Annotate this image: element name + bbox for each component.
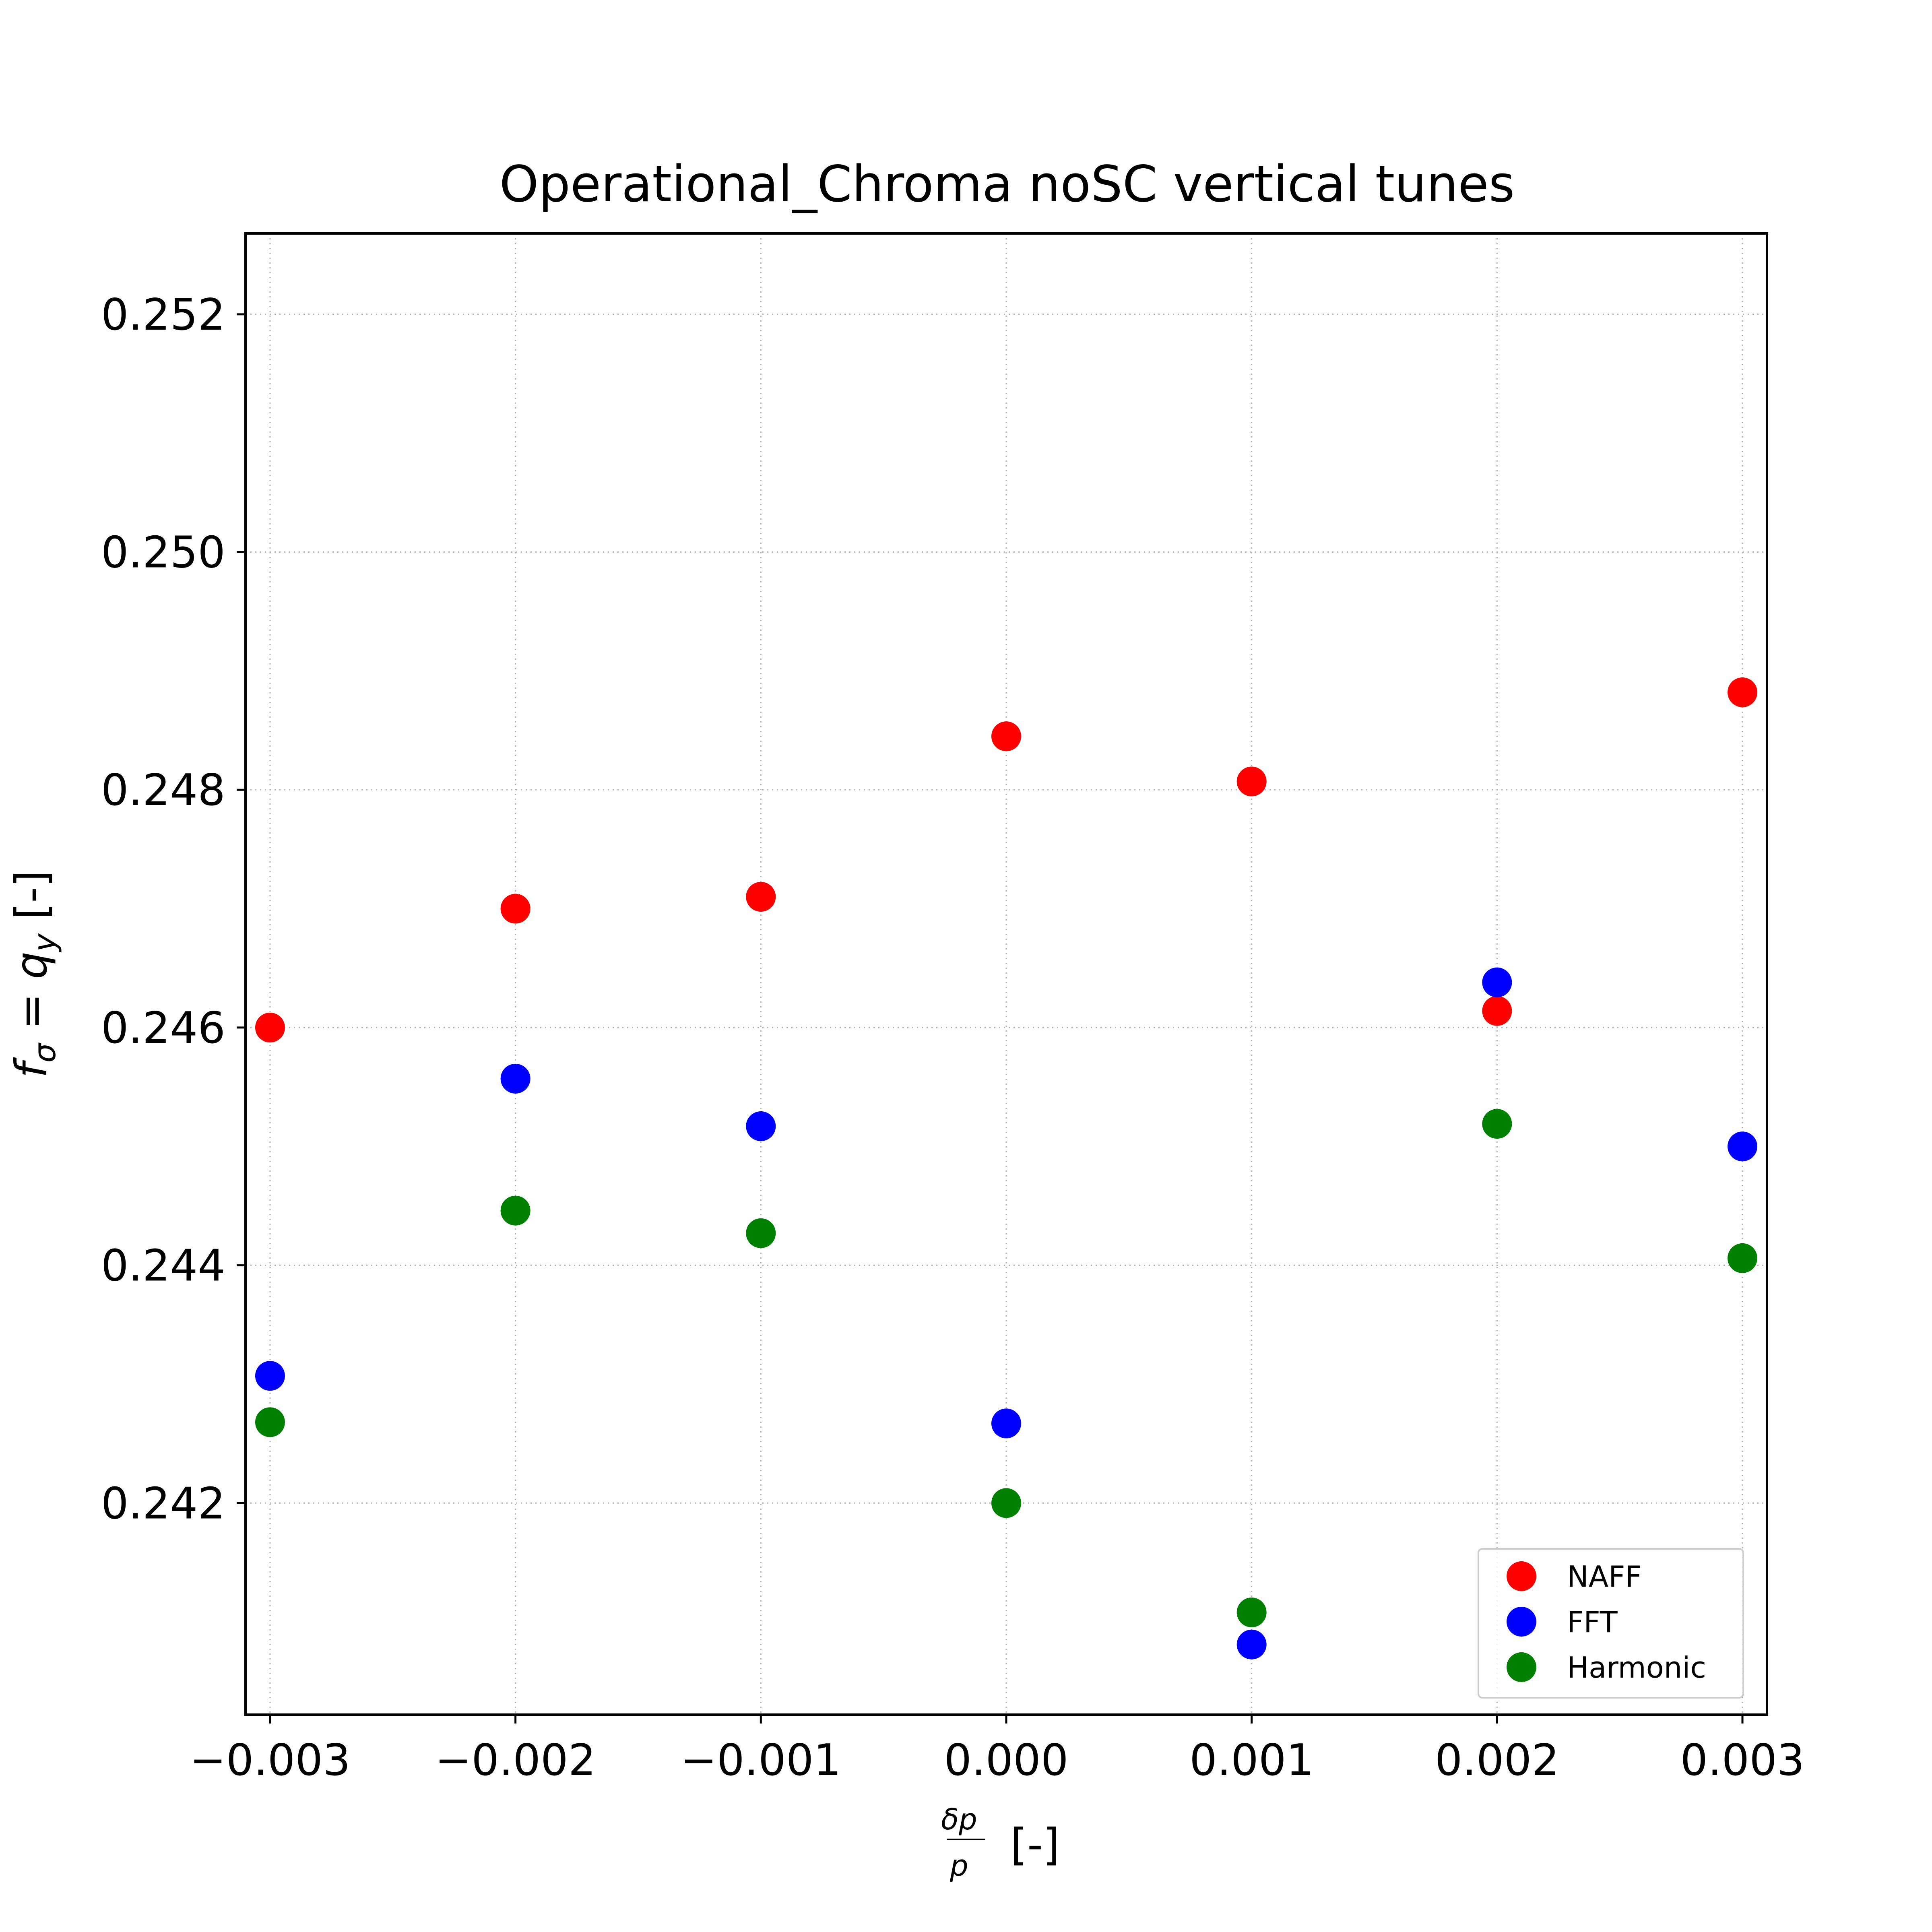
- legend-box: [1478, 1548, 1744, 1699]
- x-axis-label-unit: [-]: [1010, 1820, 1060, 1870]
- harmonic-point: [500, 1195, 530, 1226]
- harmonic-point: [1728, 1243, 1758, 1273]
- harmonic-point: [1482, 1109, 1512, 1139]
- naff-point: [255, 1012, 285, 1042]
- legend-marker-harmonic: [1507, 1652, 1536, 1682]
- fft-point: [746, 1111, 776, 1141]
- y-tick-label: 0.248: [101, 765, 225, 815]
- naff-point: [1236, 766, 1267, 797]
- y-tick-label: 0.242: [101, 1478, 225, 1529]
- y-axis-label-eq: =: [6, 979, 57, 1043]
- x-tick-label: 0.000: [944, 1735, 1068, 1785]
- y-tick-label: 0.246: [101, 1003, 225, 1053]
- fft-point: [991, 1408, 1021, 1439]
- x-tick-label: −0.001: [680, 1735, 841, 1785]
- fft-point: [1236, 1629, 1267, 1660]
- axis-ticks: −0.003 −0.002 −0.001 0.000 0.001 0.002 0.003 0.…: [101, 290, 1805, 1785]
- legend-label-harmonic: Harmonic: [1567, 1651, 1706, 1684]
- x-axis-label-numerator: δp: [941, 1802, 977, 1836]
- y-axis-label-unit: [-]: [6, 870, 57, 934]
- naff-point: [500, 894, 530, 924]
- fft-point: [500, 1063, 530, 1094]
- y-axis-label-f-sub: σ: [27, 1042, 62, 1063]
- plot-frame: [244, 232, 1768, 1716]
- naff-point: [1482, 996, 1512, 1026]
- naff-point: [1728, 677, 1758, 708]
- grid: [246, 233, 1767, 1715]
- y-axis-label: fσ = qy [-]: [6, 870, 62, 1078]
- y-axis-label-q: q: [6, 952, 57, 979]
- y-axis-label-q-sub: y: [27, 933, 62, 952]
- chart-title: Operational_Chroma noSC vertical tunes: [500, 155, 1515, 213]
- harmonic-point: [255, 1407, 285, 1437]
- y-tick-label: 0.244: [101, 1241, 225, 1291]
- x-tick-label: 0.003: [1680, 1735, 1804, 1785]
- naff-point: [746, 882, 776, 912]
- legend-marker-naff: [1507, 1561, 1536, 1591]
- legend-marker-fft: [1507, 1607, 1536, 1637]
- x-tick-label: −0.002: [435, 1735, 596, 1785]
- y-tick-label: 0.252: [101, 290, 225, 340]
- x-tick-label: 0.001: [1189, 1735, 1314, 1785]
- naff-point: [991, 721, 1021, 751]
- legend-label-naff: NAFF: [1567, 1560, 1642, 1593]
- x-tick-label: 0.002: [1435, 1735, 1559, 1785]
- fft-point: [255, 1361, 285, 1391]
- x-axis-label: δp p [-]: [941, 1790, 1060, 1886]
- legend-label-fft: FFT: [1567, 1605, 1618, 1639]
- y-tick-label: 0.250: [101, 528, 225, 578]
- fft-point: [1728, 1131, 1758, 1162]
- harmonic-point: [1236, 1598, 1267, 1628]
- x-tick-label: −0.003: [190, 1735, 351, 1785]
- legend: NAFF FFT Harmonic: [1478, 1548, 1744, 1699]
- fft-point: [1482, 967, 1512, 997]
- harmonic-point: [746, 1218, 776, 1248]
- x-axis-label-denominator: p: [949, 1849, 968, 1882]
- harmonic-point: [991, 1488, 1021, 1518]
- data-points: [255, 677, 1758, 1660]
